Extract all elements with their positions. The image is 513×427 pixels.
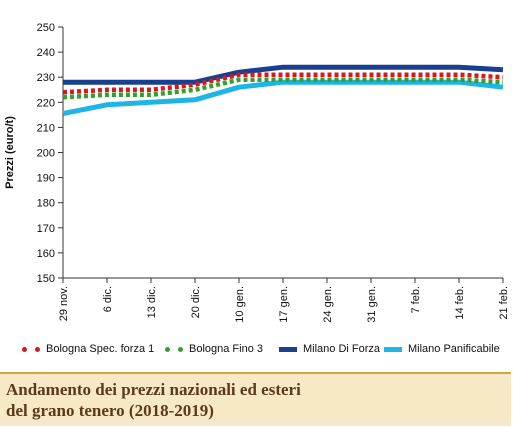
legend-label: Bologna Fino 3 (189, 343, 263, 355)
y-tick-label: 250 (37, 22, 55, 34)
legend-entry: Bologna Fino 3 (165, 343, 295, 359)
x-tick-label: 10 gen. (234, 286, 246, 323)
caption-line-2: del grano tenero (2018-2019) (6, 401, 214, 420)
x-tick-label: 13 dic. (146, 286, 158, 318)
legend-entry: Bologna Spec. forza 1 (22, 343, 155, 359)
x-tick-label: 31 gen. (366, 286, 378, 323)
y-tick-label: 220 (37, 97, 55, 109)
legend-label: Milano Di Forza (303, 343, 381, 355)
x-tick-label: 6 dic. (102, 286, 114, 312)
figure-caption: Andamento dei prezzi nazionali ed esteri… (0, 372, 511, 426)
x-tick-label: 29 nov. (58, 286, 70, 321)
y-tick-label: 200 (37, 148, 55, 160)
line-chart: 150 160 170 180 190 200 210 220 230 240 250 Prezzi … (4, 22, 510, 323)
legend-entry: Milano Di Forza (279, 343, 409, 359)
x-tick-label: 20 dic. (190, 286, 202, 318)
caption-line-1: Andamento dei prezzi nazionali ed esteri (6, 380, 301, 399)
y-tick-label: 180 (37, 198, 55, 210)
x-tick-label: 7 feb. (410, 286, 422, 314)
legend-label: Milano Panificabile (408, 343, 500, 355)
x-tick-label: 21 feb. (498, 286, 510, 320)
x-tick-label: 17 gen. (278, 286, 290, 323)
legend-swatch (279, 347, 297, 352)
y-tick-label: 190 (37, 173, 55, 185)
y-tick-label: 160 (37, 248, 55, 260)
series-line-1 (62, 72, 504, 95)
y-tick-label: 150 (37, 273, 55, 285)
legend-entry: Milano Panificabile (384, 343, 513, 359)
legend-label: Bologna Spec. forza 1 (46, 343, 155, 355)
x-tick-label: 14 feb. (454, 286, 466, 320)
y-tick-label: 240 (37, 47, 55, 59)
y-tick-label: 170 (37, 223, 55, 235)
x-tick-label: 24 gen. (322, 286, 334, 323)
legend-swatch (384, 347, 402, 352)
legend-swatch (165, 347, 183, 352)
y-tick-label: 230 (37, 72, 55, 84)
series-line-2 (62, 77, 504, 100)
series-line-3 (63, 64, 504, 85)
chart-legend: Bologna Spec. forza 1 Bologna Fino 3 Milan… (0, 340, 513, 360)
y-axis-title: Prezzi (euro/t) (4, 116, 16, 189)
series-line-4 (62, 79, 504, 117)
legend-swatch (22, 347, 40, 352)
y-tick-label: 210 (37, 122, 55, 134)
